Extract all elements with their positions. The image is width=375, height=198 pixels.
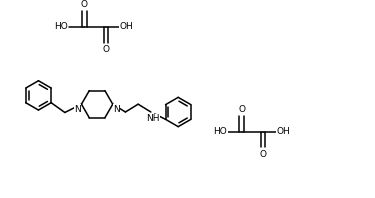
Text: HO: HO <box>54 23 68 31</box>
Text: N: N <box>74 105 81 114</box>
Text: HO: HO <box>213 127 227 136</box>
Text: N: N <box>113 105 120 114</box>
Text: OH: OH <box>120 23 133 31</box>
Text: O: O <box>260 149 267 159</box>
Text: O: O <box>238 105 245 114</box>
Text: NH: NH <box>146 114 159 123</box>
Text: O: O <box>102 45 110 54</box>
Text: O: O <box>81 0 88 9</box>
Text: OH: OH <box>277 127 291 136</box>
